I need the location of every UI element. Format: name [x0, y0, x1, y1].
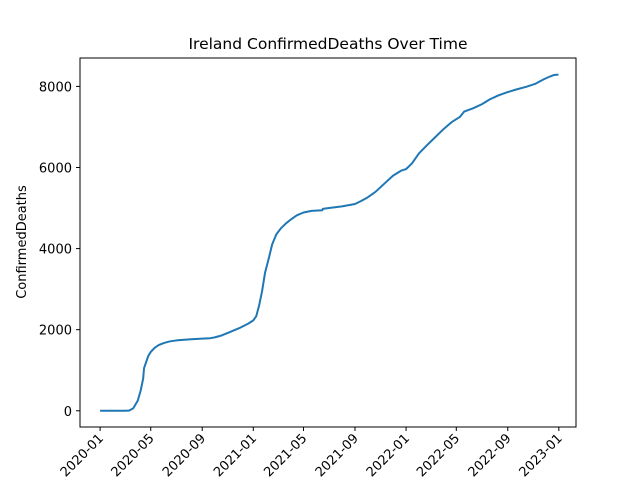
series-line: [100, 73, 559, 412]
x-tick-label: 2021-05: [261, 431, 310, 480]
y-axis-label: ConfirmedDeaths: [15, 185, 30, 299]
x-tick-label: 2020-01: [58, 431, 107, 480]
y-axis: 0 2000 4000 6000 8000: [39, 80, 80, 420]
x-tick-label: 2022-05: [414, 431, 463, 480]
y-tick-label: 4000: [39, 243, 72, 258]
series-layer: [100, 73, 559, 412]
plot-frame: [79, 57, 577, 428]
y-tick-label: 6000: [39, 161, 72, 176]
x-tick-label: 2022-01: [364, 431, 413, 480]
chart-title: Ireland ConfirmedDeaths Over Time: [188, 35, 467, 53]
x-tick-label: 2021-01: [211, 431, 260, 480]
x-tick-label: 2023-01: [517, 431, 566, 480]
x-tick-label: 2022-09: [466, 431, 515, 480]
y-tick-label: 2000: [39, 324, 72, 339]
y-tick-label: 8000: [39, 80, 72, 95]
x-tick-label: 2020-05: [109, 431, 158, 480]
x-tick-label: 2021-09: [313, 431, 362, 480]
x-axis: 2020-01 2020-05 2020-09 2021-01 2021-05 2021-…: [58, 427, 566, 480]
y-tick-label: 0: [64, 405, 72, 420]
x-tick-label: 2020-09: [160, 431, 209, 480]
